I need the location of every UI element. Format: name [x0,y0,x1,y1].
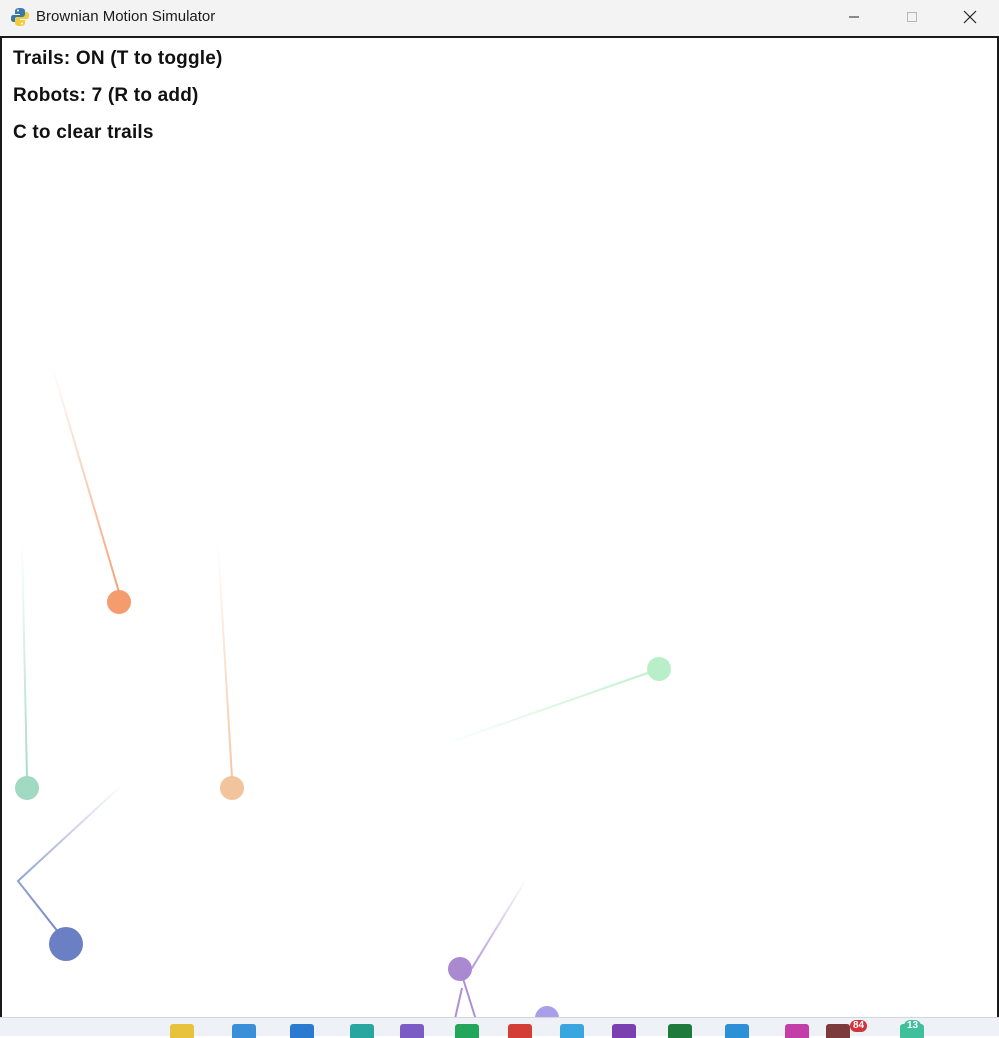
minimize-icon [849,16,859,18]
taskbar-app-maroon-icon[interactable] [826,1024,850,1038]
taskbar-app-yellow-icon[interactable] [170,1024,194,1038]
taskbar-app-blue-2-icon[interactable] [290,1024,314,1038]
robot [448,957,472,981]
simulation-drawing [15,365,671,1019]
taskbar-app-teal-icon[interactable] [350,1024,374,1038]
robot-trail [51,365,120,593]
trails-status-label: Trails: ON (T to toggle) [13,48,223,69]
taskbar-app-blue-1-icon[interactable] [232,1024,256,1038]
notification-badge: 13 [904,1020,922,1032]
taskbar: 84 13 [0,1017,999,1038]
taskbar-app-edge-icon[interactable] [725,1024,749,1038]
robot-trail [217,542,233,779]
window-titlebar: Brownian Motion Simulator [0,0,999,37]
minimize-button[interactable] [825,0,883,34]
robot [15,776,39,800]
taskbar-app-red-icon[interactable] [508,1024,532,1038]
robot-count-label: Robots: 7 (R to add) [13,85,199,106]
python-snake-icon [11,8,29,26]
robot [535,1006,559,1019]
simulation-canvas[interactable]: Trails: ON (T to toggle) Robots: 7 (R to… [0,36,999,1019]
maximize-button[interactable] [883,0,941,34]
window-title: Brownian Motion Simulator [36,8,216,25]
robot-trail [453,877,528,1019]
robot [49,927,83,961]
robot-trail [21,542,28,779]
taskbar-app-green-icon[interactable] [455,1024,479,1038]
taskbar-app-magenta-icon[interactable] [785,1024,809,1038]
maximize-icon [907,12,917,22]
close-icon [963,10,977,24]
taskbar-app-skyblue-icon[interactable] [560,1024,584,1038]
taskbar-app-excel-icon[interactable] [668,1024,692,1038]
close-button[interactable] [941,0,999,34]
notification-badge: 84 [850,1020,868,1032]
robot [647,657,671,681]
robot-trail [441,668,660,746]
taskbar-app-purple-icon[interactable] [400,1024,424,1038]
robot [220,776,244,800]
taskbar-app-purple-red-icon[interactable] [612,1024,636,1038]
clear-trails-hint: C to clear trails [13,122,154,143]
robot-trail [16,784,123,943]
robot [107,590,131,614]
